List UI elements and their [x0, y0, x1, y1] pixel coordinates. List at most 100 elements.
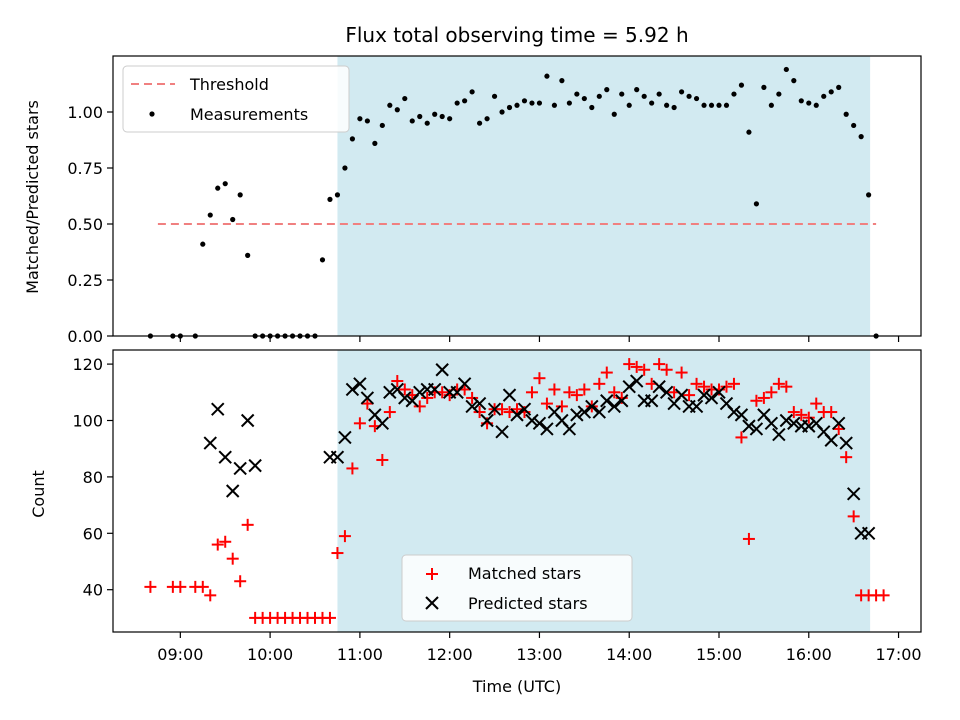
predicted-star-point — [802, 419, 816, 433]
matched-star-point — [496, 403, 509, 416]
predicted-star-point — [427, 382, 442, 397]
matched-star-point — [653, 358, 666, 371]
matched-star-point — [765, 386, 778, 399]
matched-star-point — [211, 538, 224, 551]
matched-star-point — [533, 372, 546, 385]
measurement-point — [424, 120, 430, 126]
predicted-star-point — [502, 388, 517, 402]
predicted-star-point — [704, 391, 719, 405]
bottom-x-ticks: 09:00 10:00 11:00 12:00 13:00 14:00 15:00 16:00… — [157, 632, 922, 664]
predicted-star-point — [435, 363, 449, 377]
chart-title: Flux total observing time = 5.92 h — [345, 23, 688, 47]
matched-star-point — [600, 366, 613, 379]
matched-star-point — [735, 431, 748, 444]
legend-matched-label: Matched stars — [468, 564, 581, 583]
matched-star-point — [525, 386, 538, 399]
predicted-star-point — [727, 405, 741, 419]
bottom-plot-frame — [112, 349, 922, 633]
predicted-star-point — [764, 416, 779, 431]
measurement-point — [641, 93, 647, 99]
matched-star-point — [241, 518, 254, 531]
matched-star-point — [623, 358, 636, 371]
measurement-point — [237, 192, 243, 198]
predicted-star-point — [585, 399, 599, 414]
measurement-point — [499, 109, 505, 115]
measurement-point — [619, 91, 625, 97]
measurement-point — [761, 84, 767, 90]
measurement-point — [484, 116, 490, 122]
measurement-point — [791, 78, 797, 84]
predicted-star-point — [712, 385, 726, 400]
measurement-point — [693, 95, 700, 102]
matched-star-point — [204, 589, 217, 602]
predicted-star-point — [772, 427, 786, 442]
predicted-star-point — [570, 408, 584, 422]
measurement-point — [708, 102, 715, 108]
matched-star-point — [742, 532, 755, 545]
measurement-point — [806, 100, 812, 106]
predicted-star-point — [562, 422, 577, 436]
bottom-legend: Matched stars Predicted stars — [401, 554, 633, 622]
predicted-star-point — [525, 413, 539, 428]
matched-star-point — [608, 386, 621, 399]
matched-star-point — [675, 366, 688, 379]
measurement-point — [634, 87, 640, 93]
bottom-panel: 40 60 80 100 120 09:00 10:00 11:00 12:00 13:00 14… — [29, 349, 922, 696]
predicted-star-point — [831, 416, 846, 431]
matched-star-point — [511, 403, 523, 416]
matched-star-point — [727, 377, 740, 390]
bottom-x-tick-label: 13:00 — [516, 645, 562, 664]
measurement-point — [581, 95, 587, 102]
matched-star-point — [683, 389, 696, 402]
measurement-point — [536, 100, 543, 106]
bottom-y-tick-label: 60 — [83, 524, 103, 543]
matched-star-point — [234, 575, 247, 588]
matched-star-point — [750, 394, 763, 407]
measurement-point — [851, 122, 857, 129]
measurement-point — [566, 100, 572, 106]
bottom-x-tick-label: 12:00 — [427, 645, 473, 664]
measurement-points — [147, 66, 879, 339]
observing-window-top — [337, 56, 871, 336]
measurement-point — [476, 120, 483, 126]
measurement-point — [559, 78, 565, 84]
predicted-star-point — [577, 405, 592, 419]
predicted-star-point — [203, 436, 217, 450]
predicted-star-point — [734, 408, 749, 422]
top-y-tick-label: 0.50 — [67, 215, 103, 234]
predicted-star-point — [861, 526, 876, 541]
bottom-x-tick-label: 09:00 — [157, 645, 203, 664]
measurement-point — [574, 91, 580, 97]
measurement-point — [544, 73, 550, 79]
measurement-point — [649, 100, 655, 106]
matched-star-point — [196, 580, 209, 593]
measurement-point — [342, 165, 348, 171]
measurement-point — [514, 102, 520, 108]
matched-star-point — [226, 552, 239, 565]
matched-star-point — [825, 406, 838, 419]
measurement-point — [551, 102, 558, 108]
legend-matched-swatch — [426, 568, 438, 580]
predicted-star-point — [225, 484, 240, 498]
measurement-point — [768, 102, 774, 108]
measurement-point — [746, 129, 752, 135]
measurement-point — [357, 116, 363, 122]
measurement-point — [828, 89, 834, 95]
matched-star-point — [346, 462, 359, 475]
predicted-star-point — [697, 388, 711, 402]
measurement-point — [439, 113, 445, 120]
predicted-star-point — [532, 416, 547, 431]
predicted-star-point — [839, 436, 853, 450]
measurement-point — [529, 100, 535, 106]
matched-star-point — [630, 360, 643, 373]
measurement-point — [207, 212, 213, 218]
measurement-point — [866, 192, 872, 198]
measurement-point — [686, 93, 692, 99]
matched-star-point — [540, 397, 553, 410]
measurement-point — [671, 104, 677, 111]
measurement-point — [604, 87, 610, 93]
predicted-star-point — [652, 379, 666, 394]
legend-measurements-label: Measurements — [190, 105, 308, 124]
predicted-star-point — [510, 408, 524, 422]
